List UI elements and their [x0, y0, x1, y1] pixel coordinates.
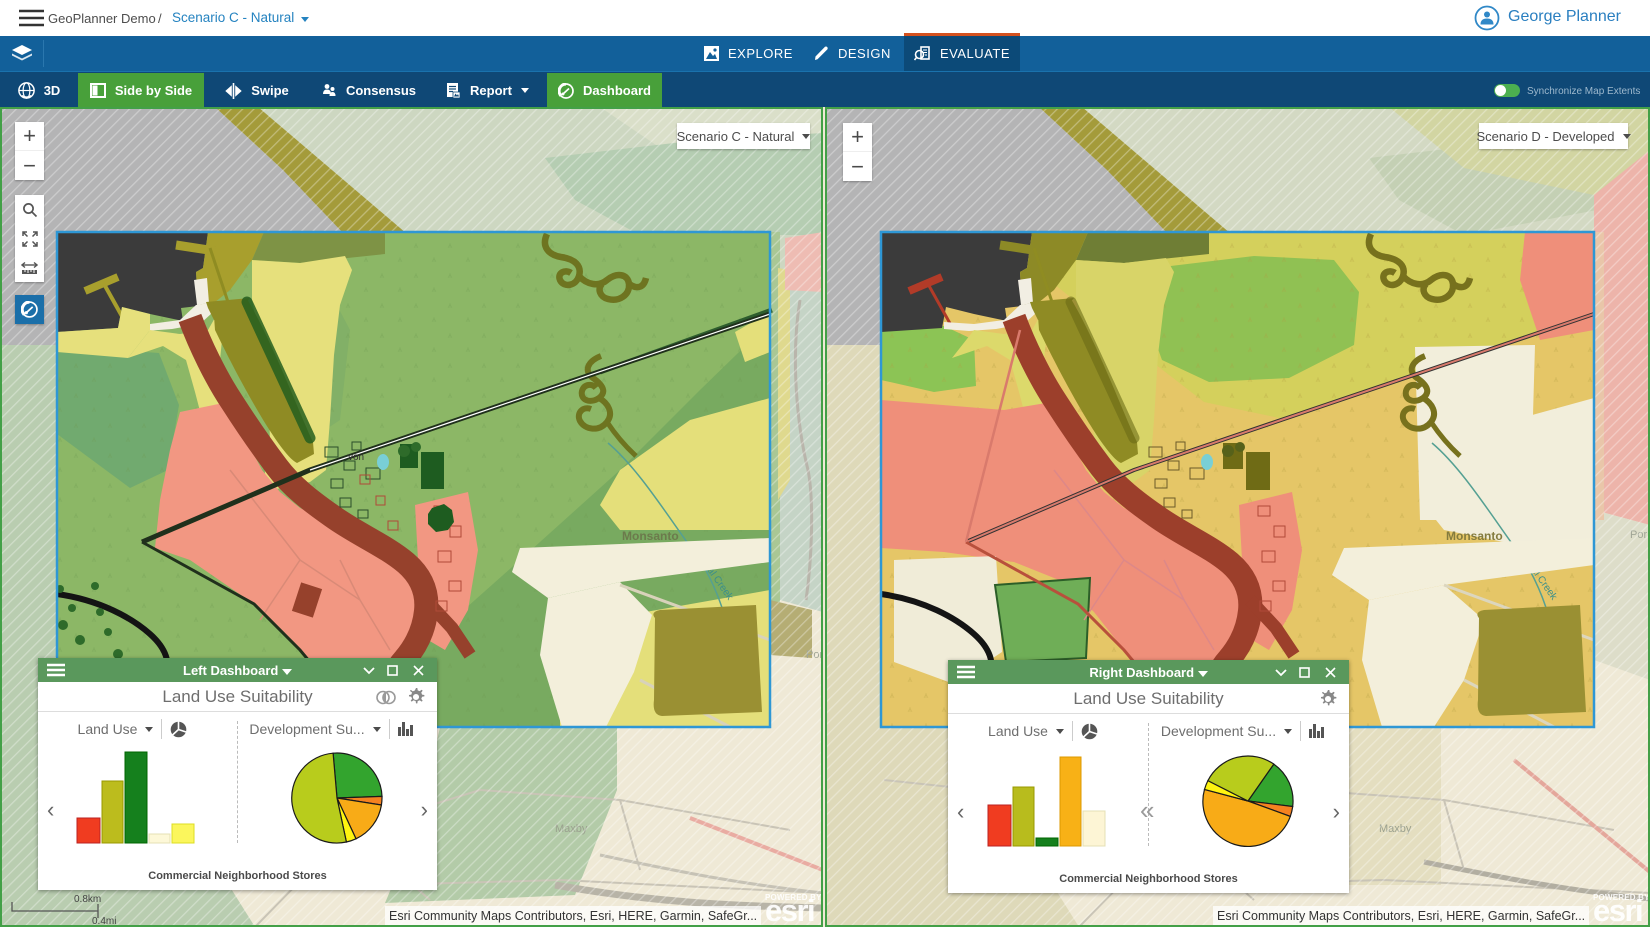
- svg-text:Monsanto: Monsanto: [1446, 529, 1503, 543]
- svg-text:von: von: [348, 452, 364, 463]
- svg-text:0.8km: 0.8km: [74, 894, 101, 905]
- svg-text:Monsanto: Monsanto: [622, 529, 679, 543]
- svg-text:0.4mi: 0.4mi: [92, 916, 116, 926]
